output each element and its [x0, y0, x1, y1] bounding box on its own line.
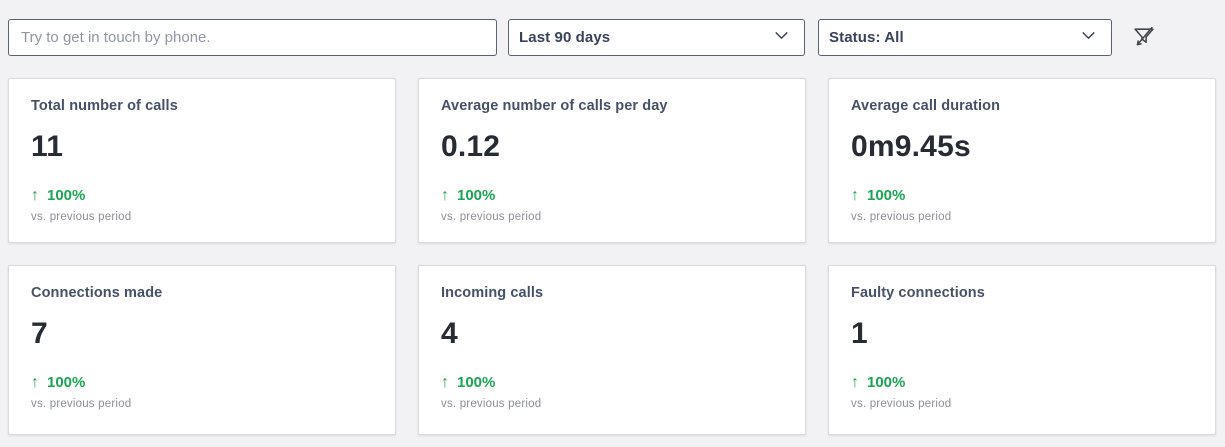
- trend-change-value: 100%: [47, 187, 86, 204]
- trend-change-value: 100%: [47, 374, 86, 391]
- comparison-label: vs. previous period: [851, 398, 952, 410]
- stat-card-total-calls: Total number of calls 11 ↑ 100% vs. prev…: [8, 78, 396, 243]
- stat-card-connections-made: Connections made 7 ↑ 100% vs. previous p…: [8, 265, 396, 435]
- stats-cards-grid: Total number of calls 11 ↑ 100% vs. prev…: [8, 78, 1216, 435]
- comparison-label: vs. previous period: [441, 211, 542, 223]
- trend-up-icon: ↑: [851, 373, 859, 391]
- card-value: 0.12: [441, 130, 501, 163]
- stat-card-avg-call-duration: Average call duration 0m9.45s ↑ 100% vs.…: [828, 78, 1216, 243]
- card-value: 0m9.45s: [851, 130, 971, 163]
- clear-filters-button[interactable]: [1128, 23, 1158, 53]
- comparison-label: vs. previous period: [851, 211, 952, 223]
- trend-up-icon: ↑: [441, 373, 449, 391]
- card-trend: ↑ 100%: [31, 374, 373, 391]
- trend-change-value: 100%: [867, 374, 906, 391]
- comparison-label: vs. previous period: [31, 211, 132, 223]
- card-trend: ↑ 100%: [31, 187, 373, 204]
- filter-off-icon: [1131, 24, 1156, 52]
- card-trend: ↑ 100%: [441, 374, 783, 391]
- card-title: Faulty connections: [851, 285, 985, 301]
- card-title: Incoming calls: [441, 285, 544, 301]
- trend-up-icon: ↑: [31, 186, 39, 204]
- card-trend: ↑ 100%: [851, 374, 1193, 391]
- comparison-label: vs. previous period: [31, 398, 132, 410]
- card-trend: ↑ 100%: [441, 187, 783, 204]
- chevron-down-icon: [773, 27, 790, 49]
- card-title: Total number of calls: [31, 98, 178, 114]
- status-selected-value: Status: All: [829, 29, 904, 46]
- card-value: 1: [851, 317, 868, 350]
- date-range-selected-value: Last 90 days: [519, 29, 611, 46]
- card-trend: ↑ 100%: [851, 187, 1193, 204]
- trend-change-value: 100%: [867, 187, 906, 204]
- stat-card-avg-calls-per-day: Average number of calls per day 0.12 ↑ 1…: [418, 78, 806, 243]
- trend-up-icon: ↑: [441, 186, 449, 204]
- trend-change-value: 100%: [457, 374, 496, 391]
- filter-toolbar: Last 90 days Status: All: [0, 0, 1225, 56]
- card-title: Connections made: [31, 285, 163, 301]
- stat-card-faulty-connections: Faulty connections 1 ↑ 100% vs. previous…: [828, 265, 1216, 435]
- card-value: 4: [441, 317, 458, 350]
- trend-up-icon: ↑: [31, 373, 39, 391]
- trend-change-value: 100%: [457, 187, 496, 204]
- search-input[interactable]: [8, 19, 497, 56]
- chevron-down-icon: [1080, 27, 1097, 49]
- comparison-label: vs. previous period: [441, 398, 542, 410]
- card-value: 7: [31, 317, 48, 350]
- status-select[interactable]: Status: All: [818, 19, 1112, 56]
- stat-card-incoming-calls: Incoming calls 4 ↑ 100% vs. previous per…: [418, 265, 806, 435]
- date-range-select[interactable]: Last 90 days: [508, 19, 805, 56]
- card-value: 11: [31, 130, 64, 163]
- card-title: Average call duration: [851, 98, 1001, 114]
- card-title: Average number of calls per day: [441, 98, 668, 114]
- trend-up-icon: ↑: [851, 186, 859, 204]
